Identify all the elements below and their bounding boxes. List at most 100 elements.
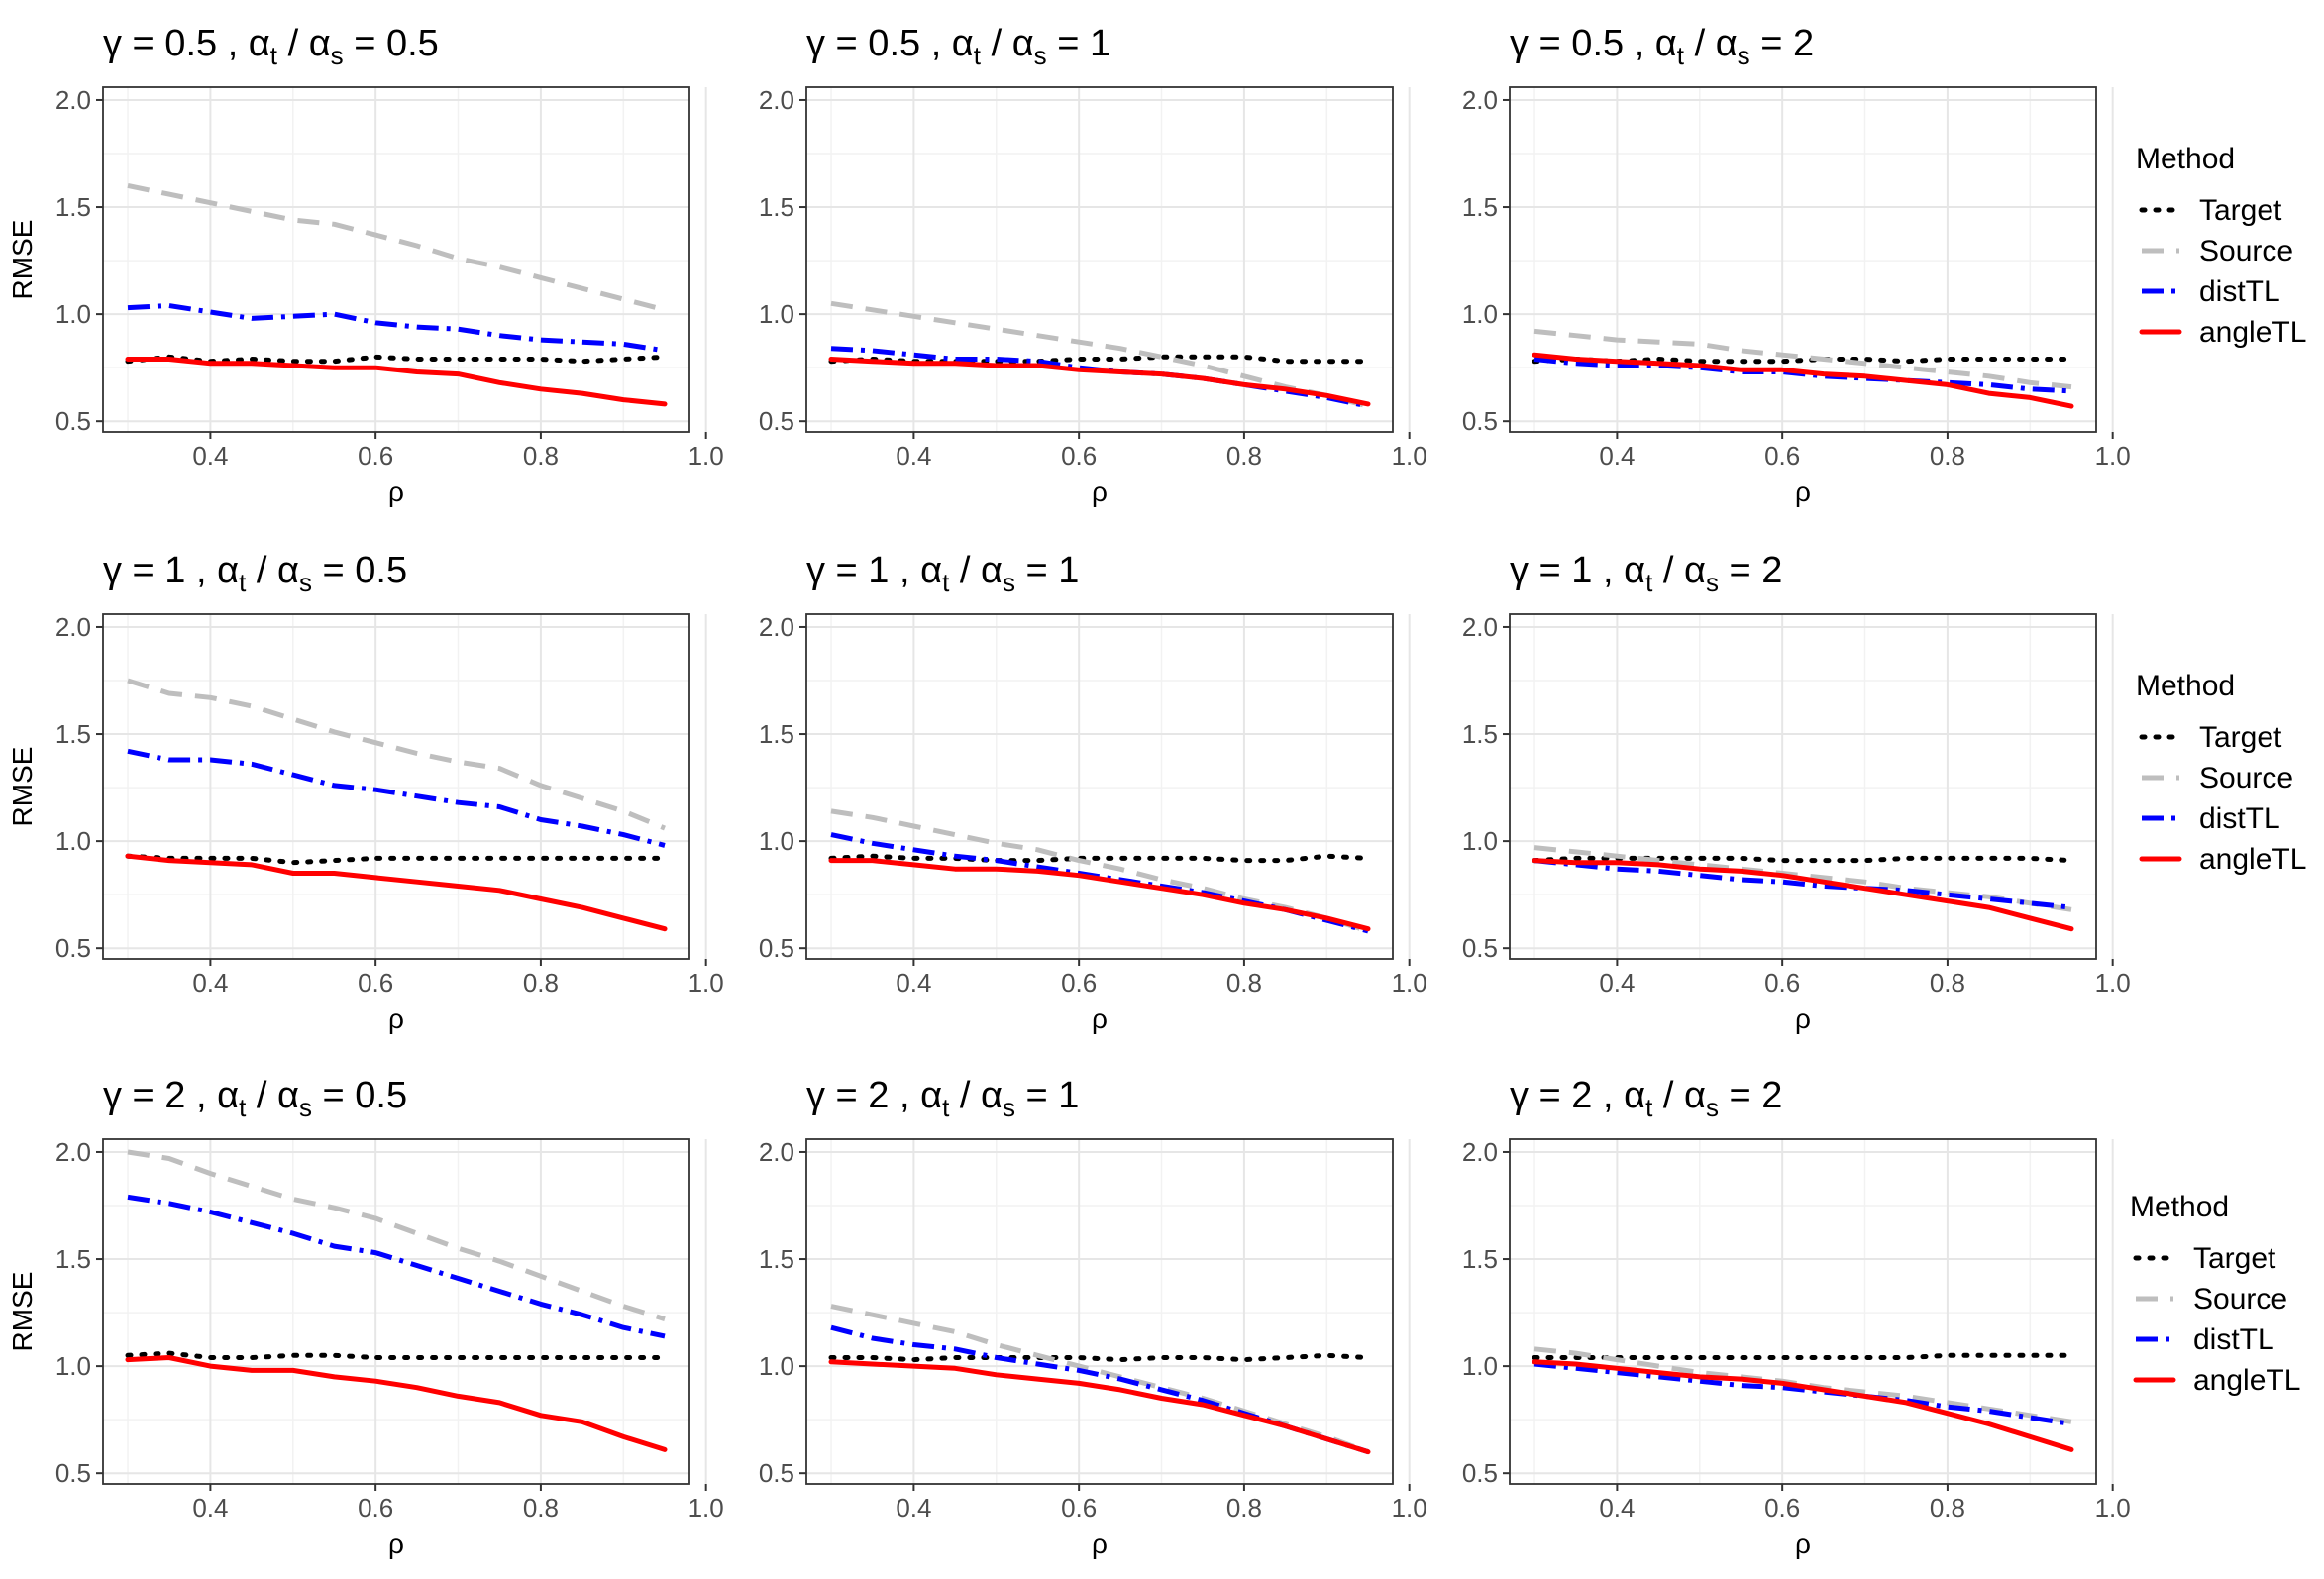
- y-tick-label: 0.5: [55, 933, 91, 963]
- y-tick-label: 2.0: [1462, 85, 1498, 115]
- series-line-target: [125, 354, 668, 365]
- x-axis-label: ρ: [1092, 1003, 1108, 1034]
- x-tick-label: 0.8: [523, 1493, 559, 1523]
- panel-border: [805, 86, 1394, 433]
- y-tick-label: 0.5: [1462, 933, 1498, 963]
- x-tick-label: 0.8: [1226, 441, 1262, 471]
- y-axis-label: RMSE: [7, 220, 38, 300]
- title-subscript: s: [299, 568, 312, 597]
- y-tick-label: 1.5: [55, 192, 91, 222]
- x-tick-label: 1.0: [1392, 441, 1427, 471]
- title-subscript: s: [1706, 568, 1719, 597]
- x-tick-label: 0.8: [1226, 1493, 1262, 1523]
- y-tick-label: 1.0: [759, 1351, 794, 1381]
- title-part: / α: [949, 1075, 1003, 1116]
- x-tick-label: 1.0: [688, 1493, 724, 1523]
- title-part: = 1: [1015, 1075, 1079, 1116]
- x-tick-label: 0.4: [192, 441, 228, 471]
- x-tick-label: 0.6: [358, 441, 393, 471]
- x-tick-label: 0.6: [1764, 968, 1800, 998]
- legend-label-disttl: distTL: [2193, 1323, 2274, 1356]
- y-tick-label: 1.5: [55, 719, 91, 749]
- panel-2: 0.4 0.6 0.8 1.0 0.5 1.0 1.5 2.0 γ = 0.5 , αt / α…: [759, 23, 1427, 507]
- title-subscript: t: [942, 568, 950, 597]
- series-line-angletl: [125, 1355, 668, 1452]
- title-subscript: t: [1645, 1093, 1653, 1122]
- title-subscript: s: [1034, 41, 1047, 70]
- panel-9: 0.4 0.6 0.8 1.0 0.5 1.0 1.5 2.0 γ = 2 , αt / αs …: [1462, 1075, 2131, 1559]
- x-tick-label: 0.6: [358, 968, 393, 998]
- x-axis-label: ρ: [388, 1003, 404, 1034]
- panel-title: γ = 1 , αt / αs = 1: [806, 550, 1079, 597]
- x-tick-label: 0.4: [1599, 1493, 1635, 1523]
- y-axis-label: RMSE: [7, 747, 38, 827]
- y-tick-label: 2.0: [759, 612, 794, 642]
- title-part: γ = 1 , α: [103, 550, 239, 591]
- title-part: = 0.5: [312, 1075, 407, 1116]
- legend-label-target: Target: [2199, 194, 2282, 227]
- panel-7: 0.4 0.6 0.8 1.0 0.5 1.0 1.5 2.0 γ = 2 , αt / αs …: [7, 1075, 724, 1559]
- x-axis-label: ρ: [1795, 476, 1811, 507]
- series-line-angletl: [125, 853, 668, 932]
- title-part: / α: [1652, 1075, 1706, 1116]
- title-subscript: s: [331, 41, 344, 70]
- legend-label-disttl: distTL: [2199, 275, 2280, 308]
- title-part: γ = 0.5 , α: [1510, 23, 1677, 64]
- panel-8: 0.4 0.6 0.8 1.0 0.5 1.0 1.5 2.0 γ = 2 , αt / αs …: [759, 1075, 1427, 1559]
- title-subscript: s: [299, 1093, 312, 1122]
- title-part: = 2: [1719, 550, 1782, 591]
- legend-label-angletl: angleTL: [2199, 843, 2306, 876]
- y-tick-label: 1.5: [759, 192, 794, 222]
- y-tick-label: 1.0: [55, 826, 91, 856]
- title-part: = 1: [1015, 550, 1079, 591]
- x-tick-label: 0.6: [1061, 441, 1097, 471]
- y-tick-label: 2.0: [55, 85, 91, 115]
- legend-label-angletl: angleTL: [2199, 316, 2306, 349]
- series-line-disttl: [830, 832, 1369, 934]
- series-line-angletl: [828, 1359, 1371, 1455]
- x-axis-label: ρ: [1795, 1528, 1811, 1559]
- series-line-target: [828, 354, 1371, 365]
- series-line-source: [1533, 328, 2072, 390]
- series-line-source: [1533, 1346, 2072, 1424]
- x-tick-label: 0.4: [192, 1493, 228, 1523]
- panel-1: 0.4 0.6 0.8 1.0 0.5 1.0 1.5 2.0 γ = 0.5 , αt / α…: [7, 23, 724, 507]
- title-part: = 2: [1719, 1075, 1782, 1116]
- title-part: γ = 1 , α: [806, 550, 942, 591]
- y-tick-label: 1.5: [55, 1244, 91, 1274]
- panel-title: γ = 0.5 , αt / αs = 0.5: [103, 23, 439, 70]
- x-tick-label: 0.6: [1764, 441, 1800, 471]
- title-part: γ = 2 , α: [806, 1075, 942, 1116]
- title-subscript: t: [942, 1093, 950, 1122]
- title-part: γ = 0.5 , α: [806, 23, 974, 64]
- y-tick-label: 0.5: [759, 933, 794, 963]
- y-tick-label: 0.5: [1462, 1458, 1498, 1488]
- legend-row-3: Method Target Source distTL angleTL: [2130, 1191, 2300, 1397]
- panel-title: γ = 2 , αt / αs = 0.5: [103, 1075, 407, 1122]
- series-line-target: [828, 1352, 1371, 1363]
- panel-title: γ = 1 , αt / αs = 2: [1510, 550, 1782, 597]
- title-subscript: s: [1003, 1093, 1015, 1122]
- y-tick-label: 1.0: [55, 1351, 91, 1381]
- title-subscript: s: [1738, 41, 1750, 70]
- y-tick-label: 1.5: [759, 1244, 794, 1274]
- title-part: γ = 1 , α: [1510, 550, 1645, 591]
- title-part: / α: [1684, 23, 1738, 64]
- series-line-disttl: [1533, 1361, 2072, 1426]
- series-line-disttl: [1533, 858, 2072, 910]
- series-line-disttl: [127, 303, 666, 354]
- title-subscript: s: [1003, 568, 1015, 597]
- series-line-disttl: [830, 1324, 1369, 1454]
- panel-4: 0.4 0.6 0.8 1.0 0.5 1.0 1.5 2.0 γ = 1 , αt / αs …: [7, 550, 724, 1034]
- x-tick-label: 0.4: [896, 1493, 931, 1523]
- panel-5: 0.4 0.6 0.8 1.0 0.5 1.0 1.5 2.0 γ = 1 , αt / αs …: [759, 550, 1427, 1034]
- y-tick-label: 1.5: [759, 719, 794, 749]
- x-tick-label: 0.4: [1599, 441, 1635, 471]
- x-tick-label: 0.4: [1599, 968, 1635, 998]
- x-tick-label: 0.8: [1930, 441, 1965, 471]
- title-part: / α: [1652, 550, 1706, 591]
- x-tick-label: 1.0: [2095, 1493, 2131, 1523]
- series-line-angletl: [828, 357, 1371, 407]
- title-subscript: t: [239, 1093, 247, 1122]
